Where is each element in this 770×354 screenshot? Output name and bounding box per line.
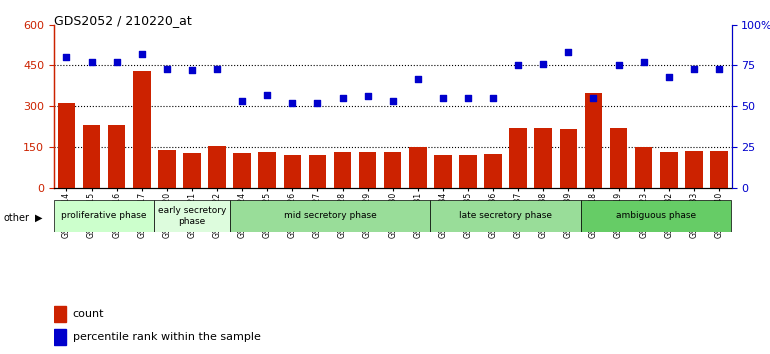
Point (261, 92, 273, 98)
Text: percentile rank within the sample: percentile rank within the sample (73, 332, 261, 342)
Bar (430, 200, 581, 232)
Bar (710, 151, 728, 188)
Bar (229, 200, 430, 232)
Point (336, 95, 349, 101)
Point (361, 93, 373, 99)
Text: early secretory
phase: early secretory phase (158, 206, 226, 225)
Point (612, 63, 624, 68)
Point (110, 59, 122, 65)
Bar (510, 129, 527, 188)
Bar (560, 129, 578, 188)
Bar (82, 125, 100, 188)
Bar (484, 154, 502, 188)
Bar (133, 71, 150, 188)
Bar (233, 153, 251, 188)
Bar (359, 152, 377, 188)
Point (286, 100, 299, 106)
Point (562, 50, 574, 55)
Bar (54, 200, 154, 232)
Point (60, 55, 72, 60)
Bar (660, 152, 678, 188)
Point (663, 74, 675, 80)
Text: proliferative phase: proliferative phase (62, 211, 147, 221)
Point (713, 66, 725, 72)
Text: count: count (73, 309, 105, 319)
Point (487, 95, 499, 101)
Point (588, 95, 600, 101)
Point (462, 95, 474, 101)
Bar (635, 148, 652, 188)
Point (437, 95, 449, 101)
Point (136, 51, 148, 57)
Text: late secretory phase: late secretory phase (459, 211, 552, 221)
Point (236, 98, 248, 104)
Text: ambiguous phase: ambiguous phase (616, 211, 696, 221)
Bar (685, 151, 703, 188)
Point (387, 98, 399, 104)
Bar (434, 154, 452, 188)
Bar (158, 150, 176, 188)
Bar (534, 128, 552, 188)
Text: ▶: ▶ (35, 213, 42, 223)
Text: mid secretory phase: mid secretory phase (283, 211, 377, 221)
Point (311, 100, 323, 106)
Point (688, 66, 700, 72)
Bar (610, 128, 628, 188)
Bar (309, 155, 326, 188)
Bar (459, 154, 477, 188)
Bar (333, 152, 351, 188)
Bar (259, 152, 276, 188)
Point (186, 68, 198, 73)
Bar (108, 125, 126, 188)
Bar (58, 103, 75, 188)
Text: other: other (4, 213, 30, 223)
Bar (409, 148, 427, 188)
Point (211, 66, 223, 72)
Bar (54, 329, 66, 345)
Bar (384, 152, 401, 188)
Point (638, 59, 650, 65)
Bar (283, 155, 301, 188)
Bar (581, 200, 732, 232)
Point (537, 61, 550, 67)
Text: GDS2052 / 210220_at: GDS2052 / 210220_at (54, 14, 192, 27)
Bar (183, 153, 201, 188)
Bar (54, 306, 66, 321)
Bar (584, 93, 602, 188)
Point (85, 59, 98, 65)
Bar (154, 200, 229, 232)
Point (412, 76, 424, 81)
Point (161, 66, 173, 72)
Point (512, 63, 524, 68)
Bar (208, 146, 226, 188)
